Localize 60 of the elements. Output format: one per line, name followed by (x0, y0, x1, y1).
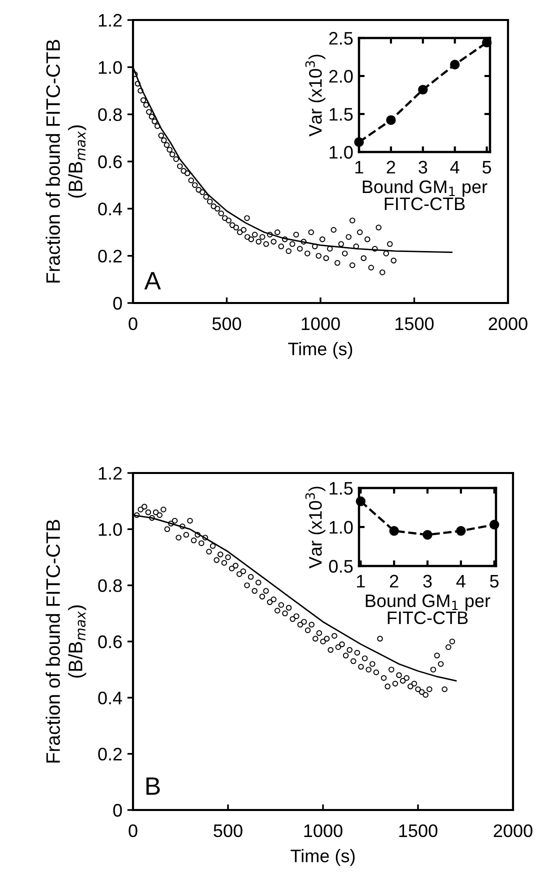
y-tick-label: 1.5 (330, 108, 353, 121)
x-tick-label: 4 (456, 574, 466, 588)
x-tick-label: 500 (212, 317, 242, 330)
y-tick-label: 1.2 (98, 14, 122, 27)
y-tick-label: 0.2 (98, 748, 122, 761)
y-tick-label: 0.4 (98, 692, 122, 704)
x-tick-label: 4 (450, 160, 460, 174)
x-axis-title: Bound GM$_{1}$ per FITC-CTB (366, 594, 490, 624)
y-tick-label: 1.2 (98, 466, 122, 480)
y-tick-label: 0.8 (98, 579, 122, 592)
point (354, 137, 364, 147)
y-axis-title: Var (x10$^{3}$) (305, 486, 326, 568)
y-tick-label: 0 (113, 296, 122, 310)
y-tick-label: 0.6 (98, 155, 122, 168)
x-tick-label: 1000 (302, 317, 340, 330)
x-tick-label: 1 (357, 574, 365, 588)
y-axis-title: Fraction of bound FITC-CTB (B/B$_{max}$) (46, 40, 86, 283)
x-axis-title: Time (s) (290, 849, 355, 866)
point (422, 530, 432, 540)
x-tick-label: 1500 (399, 824, 438, 838)
x-tick-label: 500 (214, 824, 242, 838)
y-tick-label: 2.5 (329, 32, 353, 45)
y-tick-label: 1.5 (330, 482, 353, 495)
point (489, 520, 500, 530)
point (389, 526, 399, 536)
x-tick-label: 2 (390, 574, 398, 588)
x-tick-label: 1500 (396, 317, 434, 330)
y-tick-label: 0.5 (329, 560, 353, 573)
point (386, 115, 396, 125)
y-axis-title: Fraction of bound FITC-CTB (B/B$_{max}$) (46, 520, 86, 763)
x-tick-label: 0 (128, 317, 138, 330)
x-tick-label: 5 (482, 160, 492, 174)
x-tick-label: 2 (386, 160, 396, 174)
y-tick-label: 1.0 (330, 520, 353, 534)
x-tick-label: 1000 (304, 824, 342, 838)
y-axis-title: Var (x10$^{3}$) (305, 54, 326, 136)
point (418, 84, 428, 95)
annotation: A (144, 272, 161, 290)
y-tick-label: 1.0 (98, 523, 122, 536)
point (356, 496, 366, 506)
y-tick-label: 0.4 (98, 202, 122, 216)
y-tick-label: 0.6 (98, 635, 122, 648)
y-tick-label: 2.0 (329, 70, 353, 83)
annotation: B (146, 778, 160, 795)
point (450, 60, 460, 70)
x-tick-label: 3 (418, 160, 428, 174)
x-axis-title: Time (s) (288, 342, 352, 359)
point (456, 526, 466, 536)
x-axis-title: Bound GM$_{1}$ per FITC-CTB (362, 180, 488, 210)
x-tick-label: 1 (355, 160, 364, 174)
x-tick-label: 0 (128, 824, 138, 838)
y-tick-label: 0.8 (98, 108, 122, 122)
x-tick-label: 3 (423, 574, 432, 588)
y-tick-label: 1.0 (330, 146, 353, 159)
x-tick-label: 5 (490, 574, 499, 588)
x-tick-label: 2000 (488, 317, 528, 330)
y-tick-label: 0 (113, 804, 122, 817)
y-tick-label: 1.0 (98, 61, 122, 74)
y-tick-label: 0.2 (98, 250, 122, 263)
x-tick-label: 2000 (494, 824, 532, 838)
